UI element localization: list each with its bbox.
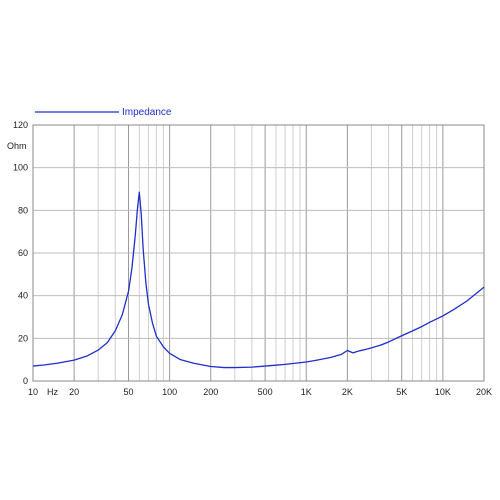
y-axis-unit-label: Ohm — [7, 141, 27, 151]
x-tick-label: 20 — [69, 387, 79, 397]
legend-label-impedance: Impedance — [122, 107, 172, 118]
y-tick-label: 100 — [13, 163, 28, 173]
y-axis-ticks: 0 20 40 60 80 100 120 — [13, 120, 28, 386]
y-tick-label: 20 — [18, 333, 28, 343]
x-tick-label: 5K — [396, 387, 407, 397]
x-tick-label: 1K — [301, 387, 312, 397]
x-tick-label: 500 — [258, 387, 273, 397]
chart-grid — [32, 124, 485, 382]
x-tick-label: 10K — [435, 387, 451, 397]
y-tick-label: 60 — [18, 248, 28, 258]
y-tick-label: 80 — [18, 205, 28, 215]
y-tick-label: 0 — [23, 376, 28, 386]
x-tick-label: 10 — [28, 387, 38, 397]
x-tick-label: 100 — [162, 387, 177, 397]
x-tick-label: 50 — [123, 387, 133, 397]
x-tick-label: 200 — [203, 387, 218, 397]
impedance-series-line — [32, 191, 485, 369]
x-tick-label: 2K — [342, 387, 353, 397]
x-axis-ticks: 10 20 50 100 200 500 1K 2K 5K 10K 20K — [28, 387, 492, 397]
y-tick-label: 40 — [18, 291, 28, 301]
y-tick-label: 120 — [13, 120, 28, 130]
x-axis-unit-label: Hz — [47, 387, 58, 397]
plot-frame — [32, 124, 485, 382]
x-tick-label: 20K — [476, 387, 492, 397]
